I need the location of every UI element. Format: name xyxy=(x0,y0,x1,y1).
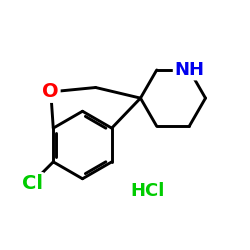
Text: NH: NH xyxy=(174,61,204,79)
Text: HCl: HCl xyxy=(130,182,165,200)
Text: O: O xyxy=(42,82,59,102)
Text: Cl: Cl xyxy=(22,174,42,193)
